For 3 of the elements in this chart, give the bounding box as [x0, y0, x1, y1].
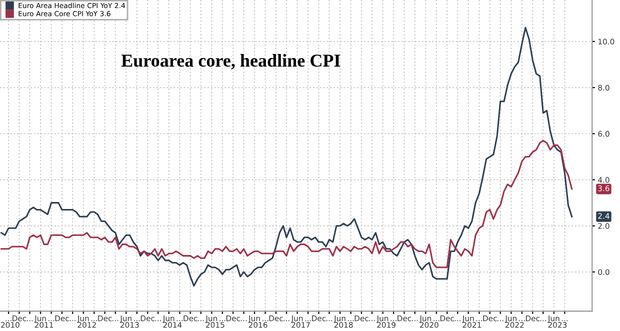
line-series	[0, 26, 573, 287]
line-series	[0, 140, 573, 268]
text: Euroarea core, headline CPI	[121, 54, 340, 70]
